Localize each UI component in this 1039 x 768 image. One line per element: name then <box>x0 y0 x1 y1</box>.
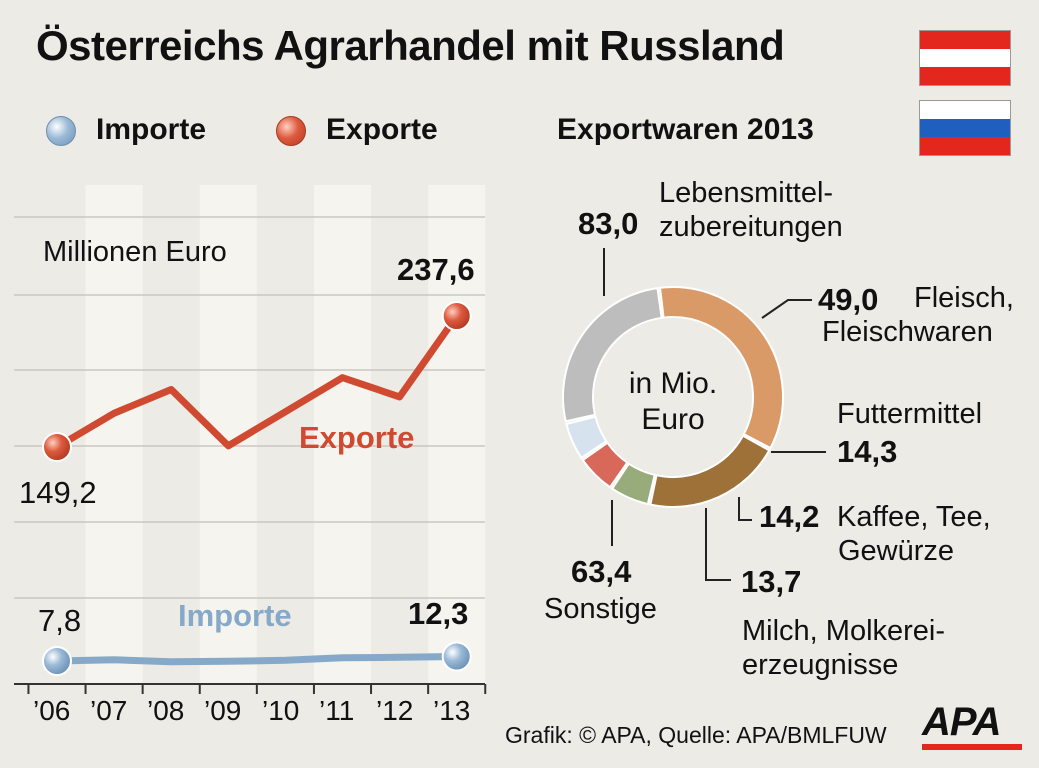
exports-series-label: Exporte <box>299 420 415 455</box>
x-tick-label: ’06 <box>33 695 71 726</box>
pie-value-meat: 49,0 <box>818 282 879 317</box>
donut-slice <box>649 434 771 508</box>
x-tick-label: ’11 <box>319 695 355 726</box>
leader-meat <box>761 299 812 319</box>
leader-dairy <box>705 508 731 581</box>
donut-chart <box>562 286 784 508</box>
donut-hole <box>594 318 752 476</box>
donut-slice <box>562 286 663 423</box>
pie-value-food-prep: 83,0 <box>578 206 639 241</box>
source-credit: Grafik: © APA, Quelle: APA/BMLFUW <box>505 722 887 748</box>
unit-label: Millionen Euro <box>43 236 227 268</box>
x-tick-label: ’10 <box>262 695 300 726</box>
imports-legend-marker <box>46 116 76 146</box>
pie-label-meat: Fleisch, Fleischwaren <box>822 282 1014 348</box>
pie-label-feed: Futtermittel <box>837 398 983 430</box>
leader-coffee <box>738 497 752 521</box>
x-axis <box>14 683 487 694</box>
gridlines <box>14 216 485 599</box>
pie-center-label: in Mio. Euro <box>628 367 718 436</box>
x-tick-label: ’08 <box>147 695 185 726</box>
pie-label-dairy: Milch, Molkerei- erzeugnisse <box>742 615 946 681</box>
imports-point-marker <box>441 641 472 672</box>
imports-first-value: 7,8 <box>38 603 82 638</box>
legend-imports-label: Importe <box>96 113 207 146</box>
pie-value-other: 63,4 <box>571 554 632 589</box>
exports-point-marker <box>441 301 472 331</box>
pie-label-coffee: Kaffee, Tee, Gewürze <box>837 501 991 567</box>
year-stripe <box>313 185 372 684</box>
exports-line <box>55 313 460 451</box>
donut-slice <box>610 462 656 506</box>
exports-legend-marker <box>276 116 306 146</box>
exports-last-value: 237,6 <box>397 252 475 287</box>
donut-slice <box>565 415 608 460</box>
exports-point-marker <box>42 432 72 462</box>
legend-exports-label: Exporte <box>326 113 438 146</box>
leader-lines <box>603 248 826 581</box>
chart-title: Österreichs Agrarhandel mit Russland <box>36 22 785 69</box>
imports-last-value: 12,3 <box>408 596 469 631</box>
pie-chart-title: Exportwaren 2013 <box>557 113 814 146</box>
imports-line <box>56 653 457 666</box>
austria-flag <box>919 30 1011 86</box>
pie-value-coffee: 14,2 <box>759 499 820 534</box>
line-series <box>42 301 472 676</box>
pie-value-feed: 14,3 <box>837 434 898 469</box>
donut-slice <box>581 441 629 489</box>
apa-logo: APA <box>922 700 1022 750</box>
russia-flag <box>919 100 1011 156</box>
x-tick-label: ’12 <box>376 695 414 726</box>
imports-series-label: Importe <box>178 598 292 633</box>
x-tick-label: ’07 <box>90 695 128 726</box>
pie-value-dairy: 13,7 <box>741 564 802 599</box>
exports-first-value: 149,2 <box>19 475 97 510</box>
x-tick-label: ’09 <box>204 695 242 726</box>
pie-label-other: Sonstige <box>544 593 657 625</box>
donut-slice <box>658 286 784 450</box>
x-tick-label: ’13 <box>433 695 471 726</box>
pie-label-food-prep: Lebensmittel- zubereitungen <box>659 177 843 243</box>
year-stripe <box>85 185 143 684</box>
year-stripe <box>428 185 486 684</box>
imports-point-marker <box>42 646 72 676</box>
